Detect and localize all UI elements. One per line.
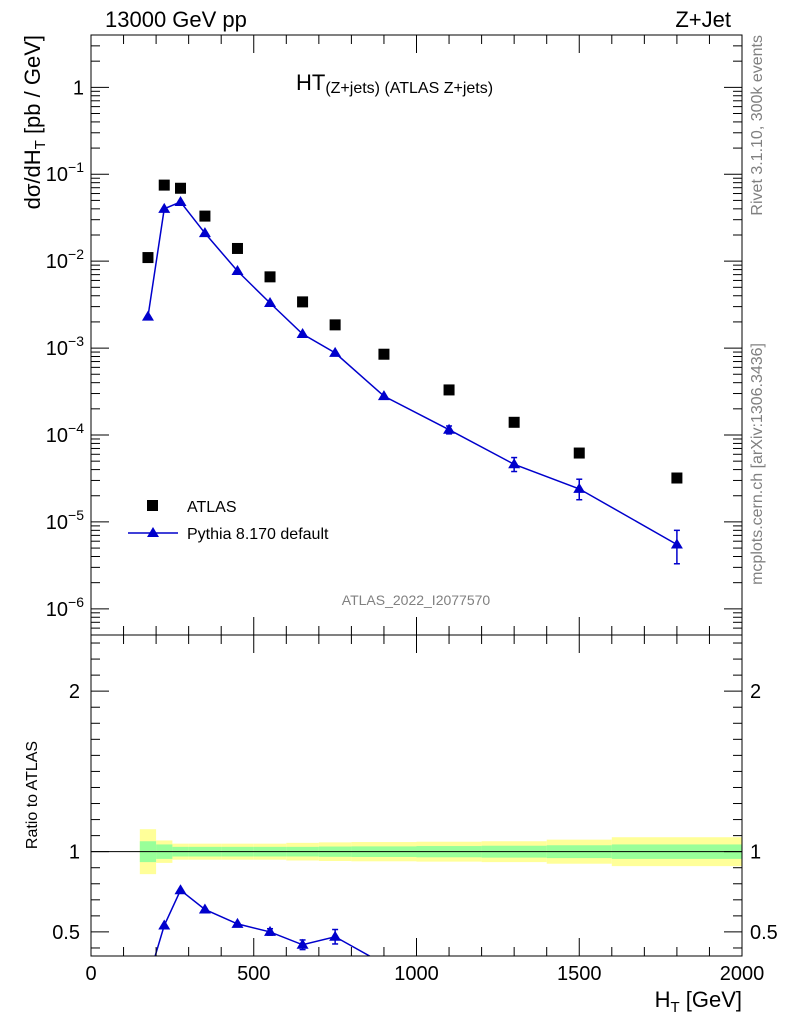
atlas-point: [199, 210, 211, 222]
ratio-pythia-point: [329, 930, 342, 941]
x-tick-label: 2000: [720, 963, 765, 985]
ratio-pythia-point: [231, 917, 244, 928]
atlas-point: [329, 319, 341, 331]
ratio-y-tick-label-left: 0.5: [52, 922, 80, 944]
atlas-point: [378, 348, 390, 360]
ratio-plot-frame: [90, 634, 743, 957]
atlas-point: [175, 182, 187, 194]
main-plot-frame: [90, 34, 743, 636]
plot-title: HT(Z+jets) (ATLAS Z+jets): [296, 70, 493, 97]
x-axis-label: HT [GeV]: [655, 987, 742, 1016]
atlas-point: [158, 179, 170, 191]
analysis-id-label: ATLAS_2022_I2077570: [342, 592, 491, 608]
y-tick-label: 10−3: [46, 333, 84, 360]
ratio-pythia-point: [198, 903, 211, 914]
ratio-y-tick-label-right: 2: [750, 681, 761, 703]
rivet-label: Rivet 3.1.10, 300k events: [749, 35, 766, 216]
ratio-plot-ticks: [90, 635, 743, 956]
atlas-point: [671, 472, 683, 484]
legend-pythia-label: Pythia 8.170 default: [187, 526, 329, 543]
pythia-point: [573, 482, 586, 493]
x-tick-label: 1500: [557, 963, 602, 985]
pythia-point: [508, 458, 521, 469]
pythia-point: [158, 202, 171, 213]
ratio-pythia-point: [158, 919, 171, 930]
atlas-point: [142, 252, 154, 264]
atlas-point: [443, 384, 455, 396]
main-plot-panel: 1 10−1 10−2 10−3 10−4 10−5 10−6 HT(Z+jets) (AT…: [20, 34, 743, 636]
pythia-point: [198, 227, 211, 238]
legend-pythia-marker: [147, 527, 159, 537]
pythia-point: [377, 390, 390, 401]
pythia-line: [147, 201, 678, 546]
pythia-point: [264, 297, 277, 308]
ratio-pythia-point: [378, 958, 390, 968]
legend: ATLAS Pythia 8.170 default: [128, 499, 329, 543]
ratio-pythia-point: [174, 884, 187, 895]
atlas-point: [573, 447, 585, 459]
y-tick-label: 10−5: [46, 507, 84, 534]
header-right-label: Z+Jet: [675, 7, 731, 32]
pythia-point: [174, 195, 187, 206]
ratio-y-tick-label-right: 1: [750, 842, 761, 864]
ratio-y-axis-label: Ratio to ATLAS: [24, 741, 41, 849]
ratio-y-tick-label-left: 2: [69, 681, 80, 703]
x-tick-label: 500: [237, 963, 270, 985]
atlas-point: [508, 416, 520, 428]
pythia-point: [670, 538, 683, 549]
ratio-y-tick-label-right: 0.5: [750, 922, 778, 944]
pythia-series: [141, 195, 683, 565]
ratio-pythia-point: [264, 925, 277, 936]
main-y-axis-label: dσ/dHT [pb / GeV]: [20, 35, 49, 209]
x-tick-label: 1000: [394, 963, 439, 985]
y-tick-label: 10−6: [46, 594, 84, 621]
ratio-y-tick-label-left: 1: [69, 842, 80, 864]
main-plot-y-tick-labels: 1 10−1 10−2 10−3 10−4 10−5 10−6: [46, 77, 84, 621]
atlas-series: [142, 179, 683, 484]
pythia-point: [329, 346, 342, 357]
mcplots-label: mcplots.cern.ch [arXiv:1306.3436]: [749, 343, 766, 585]
ratio-plot-panel: 0.5 0.5 1 1 2 2 0 500 1000 1500 2000 Ratio to ATLA…: [24, 634, 778, 1016]
y-tick-label: 10−4: [46, 420, 84, 447]
ratio-pythia-series: [142, 884, 390, 984]
atlas-point: [231, 242, 243, 254]
ratio-pythia-point: [296, 938, 309, 949]
ratio-plot-tick-labels: 0.5 0.5 1 1 2 2 0 500 1000 1500 2000: [52, 681, 778, 985]
legend-atlas-label: ATLAS: [187, 499, 237, 516]
legend-atlas-marker: [147, 500, 158, 511]
ratio-pythia-point: [142, 974, 154, 984]
atlas-point: [297, 296, 309, 308]
pythia-point: [296, 328, 309, 339]
header-left-label: 13000 GeV pp: [105, 7, 247, 32]
y-tick-label: 10−1: [46, 159, 84, 186]
x-tick-label: 0: [85, 963, 96, 985]
y-tick-label: 10−2: [46, 246, 84, 273]
y-tick-label: 1: [73, 77, 84, 99]
pythia-point: [231, 265, 244, 276]
pythia-point: [443, 423, 456, 434]
atlas-point: [264, 271, 276, 283]
main-plot-ticks: [90, 34, 743, 636]
pythia-point: [141, 310, 154, 321]
